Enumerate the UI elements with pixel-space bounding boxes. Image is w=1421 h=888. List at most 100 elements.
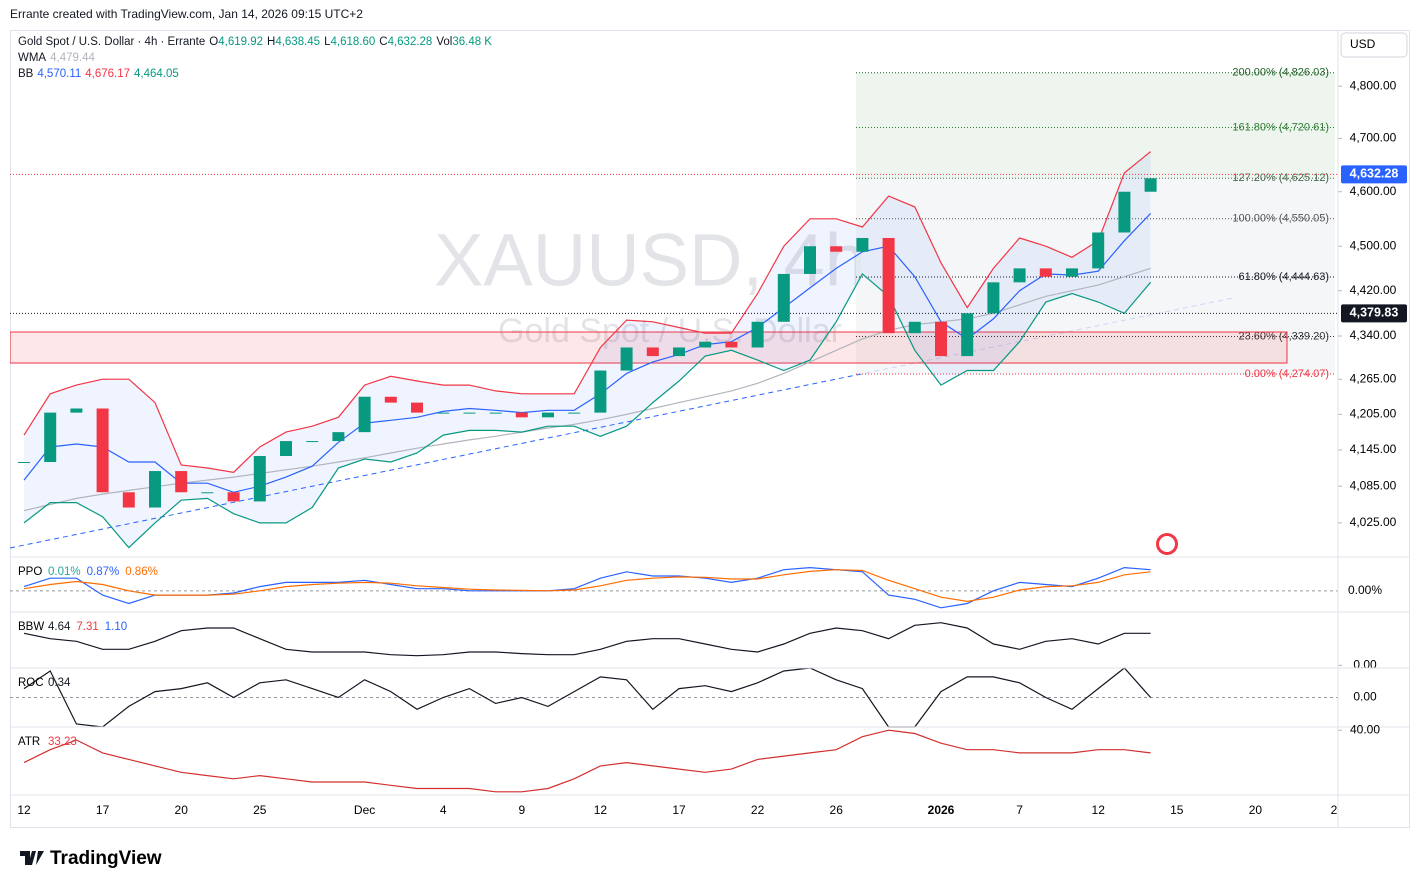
- event-icon-inner: [1159, 536, 1175, 552]
- fib-label: 200.00% (4,826.03): [1232, 67, 1329, 79]
- watermark-symbol: XAUUSD, 4h: [434, 219, 866, 302]
- candle: [542, 412, 554, 418]
- y-tick-label: 4,420.00: [1350, 283, 1397, 297]
- candle: [673, 347, 685, 357]
- candle: [44, 412, 57, 463]
- pane-legend-value: 0.87%: [87, 566, 120, 578]
- x-tick-label: 4: [440, 803, 447, 817]
- indicator-value: 4,464.05: [134, 68, 179, 80]
- indicator-line: [23, 272, 1152, 549]
- candle: [96, 408, 109, 493]
- fib-label: 161.80% (4,720.61): [1232, 121, 1329, 133]
- y-tick-label: 4,205.00: [1350, 407, 1397, 421]
- candle: [227, 492, 240, 502]
- x-tick-label: 9: [518, 803, 525, 817]
- pane-legend-value: 4.64: [48, 621, 71, 633]
- price-badge-label: 4,379.83: [1350, 306, 1399, 320]
- pane-legend-value: 33.23: [48, 736, 77, 748]
- indicator-line: [23, 667, 1152, 728]
- currency-button[interactable]: [1340, 32, 1408, 58]
- ohlc-key: O: [209, 36, 219, 48]
- fib-label: 127.20% (4,625.12): [1232, 172, 1329, 184]
- candle: [882, 237, 895, 334]
- candle: [489, 412, 502, 414]
- candle: [1013, 268, 1026, 283]
- x-tick-label: 22: [751, 803, 765, 817]
- candle: [280, 441, 292, 457]
- y-tick-label: 4,085.00: [1350, 478, 1397, 492]
- candle: [306, 441, 319, 443]
- candle: [935, 321, 947, 357]
- trend-line: [9, 297, 1234, 549]
- candle: [411, 402, 423, 413]
- indicator-value: 4,570.11: [37, 68, 82, 80]
- y-tick-label: 4,265.00: [1350, 371, 1397, 385]
- y-tick-label: 4,145.00: [1350, 442, 1397, 456]
- ohlc-key: Vol: [436, 36, 453, 48]
- ohlc-value: 4,618.60: [330, 36, 376, 48]
- fib-area-upper: [856, 72, 1335, 179]
- candle: [830, 246, 843, 252]
- y-tick-label: 4,025.00: [1350, 515, 1397, 529]
- pane-legend-value: 0.34: [48, 677, 71, 689]
- candle: [201, 492, 214, 494]
- candle: [18, 462, 30, 464]
- currency-label[interactable]: USD: [1350, 37, 1376, 51]
- fib-label: 23.60% (4,339.20): [1238, 330, 1329, 342]
- ohlc-key: C: [379, 36, 388, 48]
- candle: [437, 412, 450, 414]
- x-tick-label: 20: [1249, 803, 1263, 817]
- pane-name: ATR: [18, 736, 40, 748]
- candle: [122, 492, 135, 508]
- x-tick-label: 17: [672, 803, 686, 817]
- candle: [751, 321, 764, 348]
- candle: [777, 273, 790, 322]
- y-tick-label: 0.00: [1353, 690, 1377, 704]
- indicator-line: [23, 622, 1151, 657]
- y-tick-label: 0.00: [1353, 658, 1377, 672]
- legend-row: BB 4,570.11 4,676.17 4,464.05: [18, 68, 496, 80]
- candle: [646, 347, 659, 357]
- candle: [699, 341, 712, 348]
- x-tick-label: 12: [1092, 803, 1106, 817]
- chart-frame: [10, 30, 1410, 828]
- indicator-value: 4,676.17: [85, 68, 131, 80]
- y-tick-label: 0.00%: [1348, 583, 1382, 597]
- candle: [515, 412, 528, 418]
- x-tick-label: 26: [830, 803, 844, 817]
- pane-legend-value: 0.01%: [48, 566, 81, 578]
- y-tick-label: 4,340.00: [1350, 328, 1397, 342]
- candle: [358, 396, 371, 433]
- pane-name: PPO: [18, 566, 42, 578]
- y-tick-label: 4,500.00: [1350, 238, 1397, 252]
- symbol-title: Gold Spot / U.S. Dollar · 4h · Errante: [18, 36, 206, 48]
- candle: [1118, 191, 1131, 233]
- x-tick-label: 20: [175, 803, 189, 817]
- indicator-line: [23, 151, 1151, 473]
- logo-mark: [20, 851, 44, 865]
- candle: [1039, 268, 1052, 277]
- x-tick-label: 25: [253, 803, 267, 817]
- candle: [961, 313, 974, 357]
- candle: [987, 282, 1000, 314]
- y-tick-label: 4,600.00: [1350, 184, 1397, 198]
- indicator-line: [23, 569, 1151, 603]
- candle: [908, 321, 921, 334]
- x-tick-label: 7: [1016, 803, 1023, 817]
- x-tick-label: 12: [594, 803, 608, 817]
- fib-label: 61.80% (4,444.63): [1238, 271, 1329, 283]
- ohlc-value: 4,632.28: [387, 36, 433, 48]
- candle: [332, 432, 345, 442]
- legend-row: Gold Spot / U.S. Dollar · 4h · Errante O 4…: [18, 36, 496, 48]
- candle: [70, 408, 83, 413]
- ohlc-key: L: [324, 36, 331, 48]
- ohlc-value: 36.48 K: [452, 36, 492, 48]
- ohlc-key: H: [267, 36, 276, 48]
- candle: [594, 370, 607, 413]
- x-tick-label: 17: [96, 803, 110, 817]
- indicator-name: WMA: [18, 52, 47, 64]
- price-badge: [1341, 304, 1407, 323]
- candle: [804, 246, 816, 274]
